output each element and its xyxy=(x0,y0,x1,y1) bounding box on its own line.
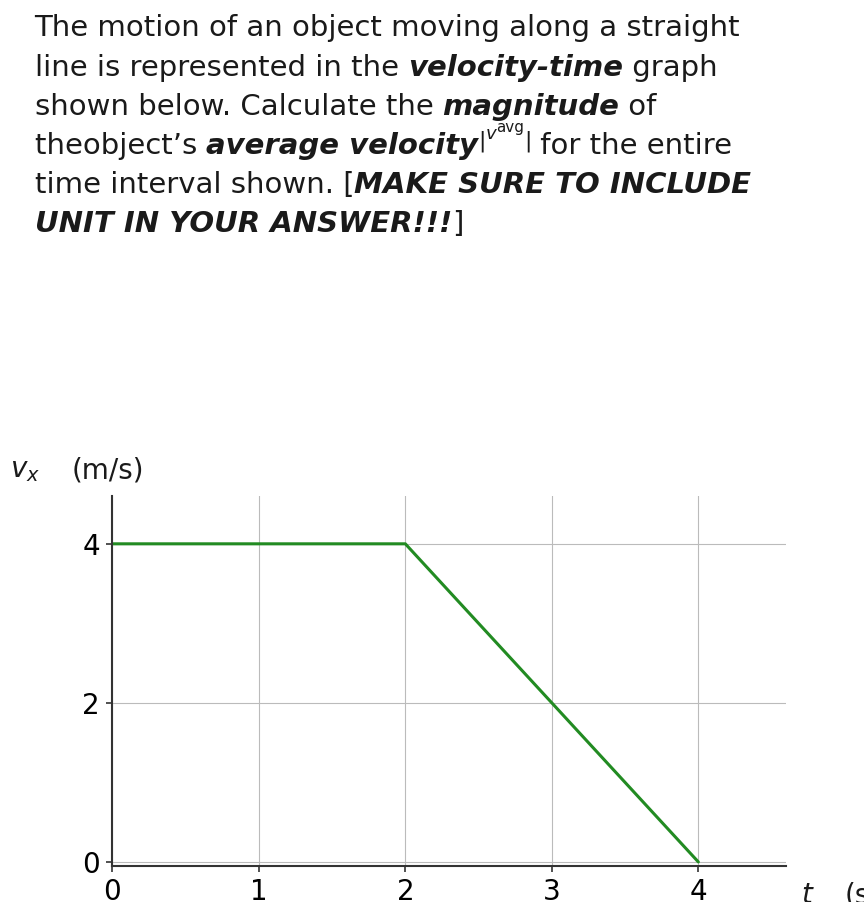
Text: average velocity: average velocity xyxy=(206,132,478,160)
Text: line is represented in the: line is represented in the xyxy=(35,53,408,81)
Text: The motion of an object moving along a straight: The motion of an object moving along a s… xyxy=(35,14,740,42)
Text: shown below. Calculate the: shown below. Calculate the xyxy=(35,93,442,121)
Text: |: | xyxy=(478,130,486,152)
Text: velocity-time: velocity-time xyxy=(408,53,623,81)
Text: time interval shown. [: time interval shown. [ xyxy=(35,171,354,199)
Text: $v_x\!$: $v_x\!$ xyxy=(10,456,40,484)
Text: |: | xyxy=(524,130,531,152)
Text: (s): (s) xyxy=(845,881,864,902)
Text: magnitude: magnitude xyxy=(442,93,619,121)
Text: $t$: $t$ xyxy=(801,881,815,902)
Text: (m/s): (m/s) xyxy=(72,456,143,484)
Text: avg: avg xyxy=(496,120,524,135)
Text: theobject’s: theobject’s xyxy=(35,132,206,160)
Text: v: v xyxy=(486,124,496,143)
Text: MAKE SURE TO INCLUDE: MAKE SURE TO INCLUDE xyxy=(354,171,751,199)
Text: UNIT IN YOUR ANSWER!!!: UNIT IN YOUR ANSWER!!! xyxy=(35,210,452,238)
Text: for the entire: for the entire xyxy=(531,132,733,160)
Text: ]: ] xyxy=(452,210,463,238)
Text: graph: graph xyxy=(623,53,717,81)
Text: of: of xyxy=(619,93,657,121)
